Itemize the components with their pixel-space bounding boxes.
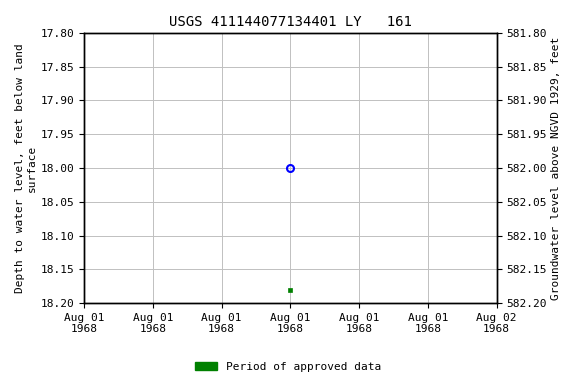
Title: USGS 411144077134401 LY   161: USGS 411144077134401 LY 161 xyxy=(169,15,412,29)
Legend: Period of approved data: Period of approved data xyxy=(191,358,385,377)
Y-axis label: Depth to water level, feet below land
surface: Depth to water level, feet below land su… xyxy=(15,43,37,293)
Y-axis label: Groundwater level above NGVD 1929, feet: Groundwater level above NGVD 1929, feet xyxy=(551,36,561,300)
